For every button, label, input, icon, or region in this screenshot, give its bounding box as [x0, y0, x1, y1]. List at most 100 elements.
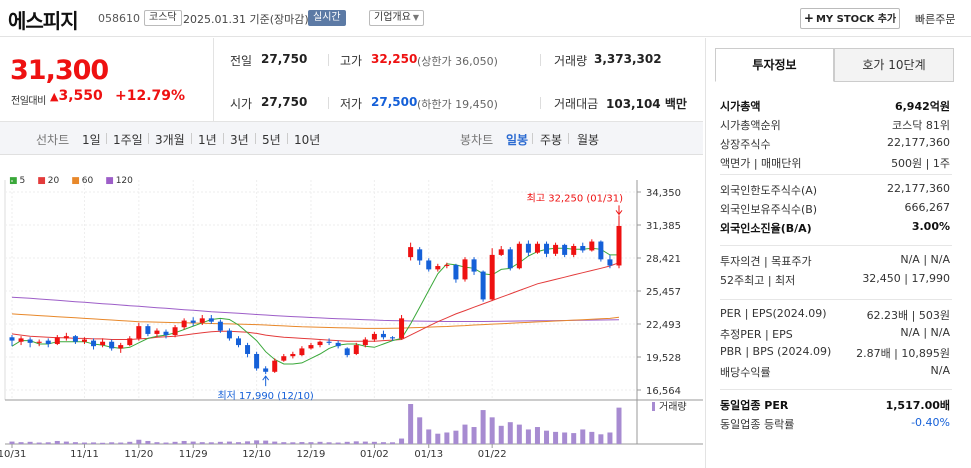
divider — [255, 133, 256, 144]
divider — [540, 97, 541, 109]
candle-body — [616, 225, 622, 266]
info-key: PBR | BPS (2024.09) — [720, 345, 832, 358]
candle-body — [399, 318, 405, 339]
tab-1year[interactable]: 1년 — [198, 133, 217, 147]
info-key: PER | EPS(2024.09) — [720, 307, 827, 320]
tab-5year[interactable]: 5년 — [262, 133, 281, 147]
volume-bar — [553, 431, 559, 444]
info-value: 6,942억원 — [894, 100, 950, 113]
tab-order-book[interactable]: 호가 10단계 — [834, 48, 954, 82]
volume-bar — [317, 441, 323, 444]
info-value: 2.87배 | 10,895원 — [856, 347, 950, 360]
ma-line-ma20 — [11, 262, 620, 342]
info-key: 투자의견 | 목표주가 — [720, 255, 812, 268]
candle-body — [371, 333, 377, 340]
volume-bar — [399, 438, 405, 444]
tab-1week[interactable]: 1주일 — [113, 133, 143, 147]
info-row: 배당수익률 N/A — [720, 362, 950, 381]
volume-bar — [589, 431, 595, 444]
candle-body — [145, 326, 151, 334]
volume-bar — [480, 410, 486, 444]
candle-body — [317, 341, 323, 346]
volume-bar — [462, 424, 468, 444]
trade-amount-value: 103,104 백만 — [606, 95, 687, 112]
info-row: 시가총액 6,942억원 — [720, 96, 950, 115]
volume-bar — [453, 430, 459, 444]
candle-body — [263, 368, 269, 372]
volume-bar — [308, 442, 314, 444]
divider — [568, 133, 569, 144]
tab-3year[interactable]: 3년 — [230, 133, 249, 147]
tab-weekly[interactable]: 주봉 — [540, 133, 563, 147]
candle-body — [580, 245, 586, 251]
volume-bar — [217, 441, 223, 444]
realtime-badge[interactable]: 실시간 — [308, 10, 346, 26]
divider — [191, 133, 192, 144]
volume-bar — [100, 442, 106, 444]
volume-bar — [281, 442, 287, 444]
volume-bar — [344, 441, 350, 444]
info-row: 외국인소진율(B/A) 3.00% — [720, 218, 950, 237]
volume-bar — [63, 441, 69, 444]
info-key: 외국인보유주식수(B) — [720, 203, 818, 216]
tab-daily[interactable]: 일봉 — [506, 133, 529, 147]
candle-body — [426, 260, 432, 270]
tab-10year[interactable]: 10년 — [294, 133, 321, 147]
candle-body — [362, 339, 368, 346]
volume-bar — [607, 432, 613, 444]
info-key: 추정PER | EPS — [720, 328, 793, 341]
candle-body — [544, 243, 550, 254]
legend-label: 120 — [115, 176, 133, 186]
info-value: 666,267 — [904, 201, 951, 214]
volume-bar — [154, 442, 160, 444]
x-tick-label: 12/19 — [297, 449, 326, 460]
price-summary: 31,300 전일대비 ▲3,550 +12.79% — [0, 38, 703, 122]
candle-body — [190, 320, 196, 323]
volume-bar — [408, 404, 414, 444]
tab-investment-info[interactable]: 투자정보 — [715, 48, 834, 82]
x-tick-label: 12/10 — [242, 449, 271, 460]
my-stock-add-button[interactable]: + MY STOCK 추가 — [800, 8, 900, 29]
volume-bar — [380, 442, 386, 444]
candle-body — [380, 333, 386, 338]
tab-1day[interactable]: 1일 — [82, 133, 101, 147]
divider — [720, 245, 952, 246]
divider — [213, 38, 214, 122]
volume-bar — [335, 442, 341, 444]
x-tick-label: 01/02 — [360, 449, 389, 460]
high-label: 고가 — [340, 54, 363, 68]
info-key: 상장주식수 — [720, 138, 771, 151]
volume-bar — [534, 427, 540, 444]
volume-legend-swatch — [652, 402, 655, 411]
change-amount: ▲3,550 — [50, 88, 103, 104]
base-date: 2025.01.31 기준(장마감) — [183, 13, 309, 26]
legend-swatch: ■ — [71, 176, 80, 186]
corp-overview-dropdown[interactable]: 기업개요 ▼ — [369, 10, 424, 26]
candle-body — [91, 340, 97, 347]
my-stock-add-label: MY STOCK 추가 — [815, 14, 897, 25]
volume-bar — [181, 440, 187, 444]
volume-bar — [525, 429, 531, 444]
tab-3month[interactable]: 3개월 — [155, 133, 185, 147]
volume-bar — [353, 441, 359, 444]
candle-body — [344, 348, 350, 356]
volume-bar — [516, 424, 522, 444]
info-key: 시가총액 — [720, 100, 761, 113]
info-row: PER | EPS(2024.09) 62.23배 | 503원 — [720, 305, 950, 324]
info-row: 액면가 | 매매단위 500원 | 1주 — [720, 153, 950, 172]
y-tick-label: 31,385 — [646, 221, 681, 232]
current-price: 31,300 — [10, 55, 109, 86]
volume-bar — [127, 441, 133, 444]
volume-bar — [498, 425, 504, 444]
quick-order-button[interactable]: 빠른주문 — [915, 13, 956, 26]
volume-bar — [362, 441, 368, 444]
legend-label: 5 — [19, 176, 26, 186]
candle-body — [54, 337, 60, 344]
candle-body — [181, 320, 187, 328]
info-value: 22,177,360 — [887, 182, 950, 195]
tab-monthly[interactable]: 월봉 — [577, 133, 600, 147]
volume-bar — [27, 441, 33, 444]
upper-limit: (상한가 36,050) — [417, 55, 498, 68]
info-row: 투자의견 | 목표주가 N/A | N/A — [720, 251, 950, 270]
candle-body — [272, 360, 278, 372]
